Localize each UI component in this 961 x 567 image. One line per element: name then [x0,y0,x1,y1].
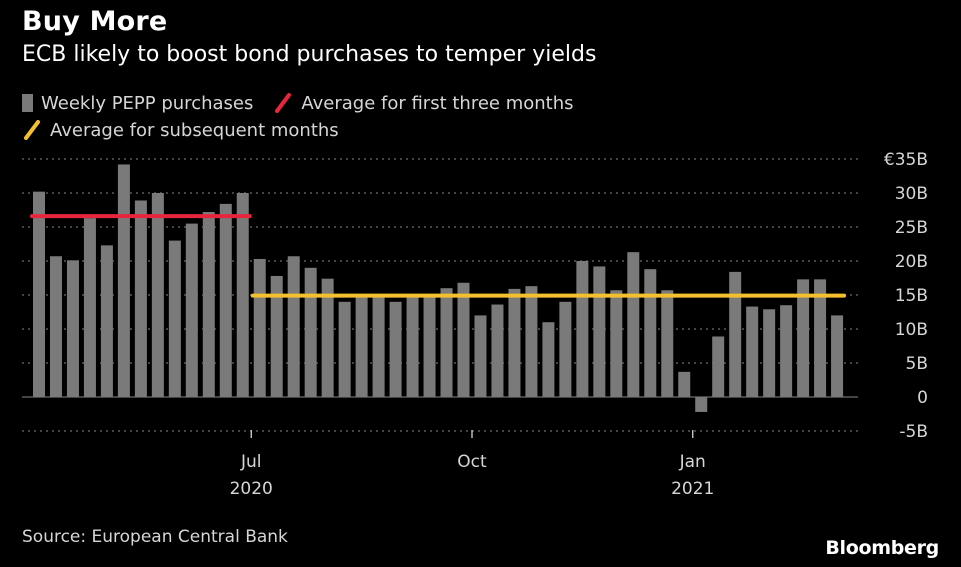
bar [542,322,555,397]
bar [780,305,793,397]
bar [270,275,283,397]
x-tick-label: Jan [679,452,706,472]
legend-item-subsequent-average: Average for subsequent months [22,120,339,141]
y-tick-label: 15B [895,286,928,306]
bar [440,288,453,397]
legend-label-weekly: Weekly PEPP purchases [41,92,254,114]
bar [372,297,385,397]
bar [321,278,334,397]
bar [661,290,674,397]
legend-item-first-average: Average for first three months [273,92,574,114]
bar [508,288,521,397]
bar [168,240,181,397]
bar [814,279,827,397]
y-tick-label: -5B [899,422,928,442]
bar [389,301,402,397]
bar [831,315,844,397]
bar [423,296,436,397]
bar [151,193,164,397]
bar [66,260,79,397]
source-note: Source: European Central Bank [22,527,288,547]
bar [117,164,130,397]
bar [491,304,504,397]
legend-swatch-weekly [22,94,33,112]
bar [746,306,759,397]
y-tick-label: €35B [884,150,928,170]
x-tick-year-label: 2020 [230,479,273,499]
bar [457,282,470,397]
x-tick-label: Jul [240,452,262,472]
chart-title: Buy More [22,6,168,37]
bar [627,252,640,397]
bar [593,266,606,397]
x-tick-label: Oct [457,452,487,472]
bar [559,301,572,397]
y-tick-label: 0 [917,388,928,408]
y-tick-label: 20B [895,252,928,272]
legend-label-first-average: Average for first three months [301,92,574,114]
chart-subtitle: ECB likely to boost bond purchases to te… [22,42,597,67]
bar [185,223,198,397]
bar [406,296,419,397]
bar [576,261,589,397]
bar [33,191,45,397]
y-tick-label: 25B [895,218,928,238]
bar [253,258,266,397]
legend-swatch-first-average [275,93,292,113]
bar [83,218,96,397]
x-tick-year-label: 2021 [671,479,714,499]
bar [49,256,62,397]
y-tick-label: 5B [906,354,928,374]
bar [287,256,300,397]
bar [474,315,487,397]
y-tick-label: 10B [895,320,928,340]
bar [610,290,623,397]
y-tick-label: 30B [895,184,928,204]
legend-label-subsequent-average: Average for subsequent months [50,119,339,141]
bar [712,336,725,397]
legend-swatch-subsequent-average [24,120,40,140]
legend-item-weekly: Weekly PEPP purchases [22,93,253,114]
legend-row-second: Average for subsequent months [22,118,359,142]
bar [678,371,691,397]
bar [729,271,742,397]
bar [100,245,113,397]
brand-logo: Bloomberg [825,537,939,559]
bar [695,397,708,412]
bar [219,203,232,397]
bar [763,309,776,397]
bar [644,269,657,397]
bar [797,279,810,397]
bar [236,193,249,397]
bar [134,200,147,397]
bar [355,296,368,397]
legend: Weekly PEPP purchases Average for first … [22,91,594,115]
bar [525,286,538,397]
bar [338,301,351,397]
bar [304,267,317,397]
bar [202,212,215,397]
